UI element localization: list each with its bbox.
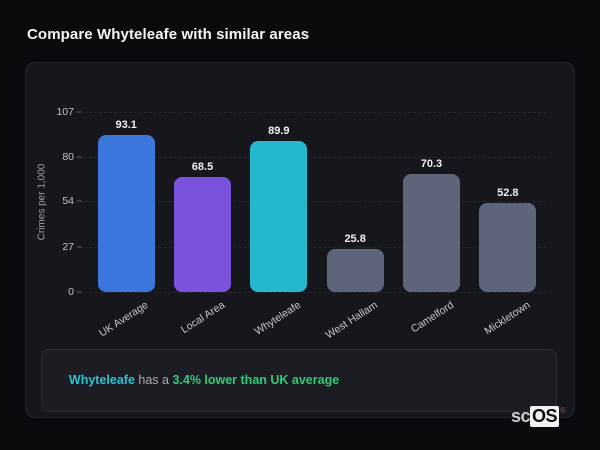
bar-group: 25.8 West Hallam (317, 112, 393, 341)
y-axis-title: Crimes per 1,000 (36, 163, 48, 241)
bar-value-label: 93.1 (115, 119, 137, 132)
x-axis-label: Camelford (408, 299, 457, 336)
chart-card: Crimes per 1,000 107 80 54 27 0 93.1 UK Avera… (25, 62, 575, 418)
bar-group: 89.9 Whyteleafe (241, 112, 317, 338)
bar-value-label: 25.8 (344, 232, 366, 245)
note-area-name: Whyteleafe (68, 373, 135, 387)
bar-local-area[interactable] (173, 176, 231, 292)
bar-whyteleafe[interactable] (250, 140, 308, 292)
logo-prefix: sc (511, 406, 531, 426)
gridline (84, 112, 546, 113)
y-tick-label: 0 (68, 286, 74, 298)
note-highlight-text: 3.4% lower than UK average (172, 373, 340, 387)
x-axis-label: Whyteleafe (252, 299, 304, 338)
bar-value-label: 52.8 (497, 187, 519, 200)
y-tick-label: 27 (62, 240, 74, 253)
page-title: Compare Whyteleafe with similar areas (27, 26, 310, 43)
gridline (84, 201, 546, 203)
y-tick-mark (77, 111, 82, 113)
bar-chart: Crimes per 1,000 107 80 54 27 0 93.1 UK Avera… (37, 106, 546, 341)
registered-mark-icon: ® (560, 406, 566, 415)
bar-mickletown[interactable] (479, 203, 537, 292)
bar-group: 93.1 UK Average (88, 112, 164, 339)
bar-value-label: 70.3 (420, 157, 443, 170)
note-banner: Whyteleafe has a 3.4% lower than UK aver… (41, 349, 557, 412)
x-axis-label: West Hallam (323, 299, 380, 342)
bar-camelford[interactable] (402, 173, 460, 292)
y-tick-mark (77, 200, 82, 202)
bar-groups: 93.1 UK Average 68.5 Local Area 89.9 Whytelea… (88, 112, 546, 341)
y-tick-mark (77, 246, 82, 248)
logo-suffix: OS (530, 406, 560, 427)
x-axis-label: Mickletown (482, 299, 533, 338)
y-tick-label: 80 (62, 151, 74, 164)
x-axis-label: UK Average (97, 299, 151, 340)
y-tick-label: 54 (62, 195, 74, 208)
y-tick-mark (77, 291, 82, 293)
gridline (84, 246, 546, 248)
gridline (84, 157, 546, 159)
scos-logo: sc OS ® (511, 406, 566, 427)
bar-uk-average[interactable] (97, 135, 155, 292)
bar-group: 52.8 Mickletown (470, 112, 546, 337)
bar-group: 70.3 Camelford (393, 112, 469, 335)
gridline (84, 292, 546, 293)
y-tick-mark (77, 156, 82, 158)
note-middle-text: has a (134, 373, 173, 387)
bar-value-label: 68.5 (191, 160, 214, 173)
bar-value-label: 89.9 (268, 124, 290, 137)
bar-west-hallam[interactable] (326, 248, 384, 292)
x-axis-label: Local Area (178, 299, 228, 337)
y-tick-label: 107 (56, 106, 74, 118)
bar-group: 68.5 Local Area (164, 112, 240, 336)
